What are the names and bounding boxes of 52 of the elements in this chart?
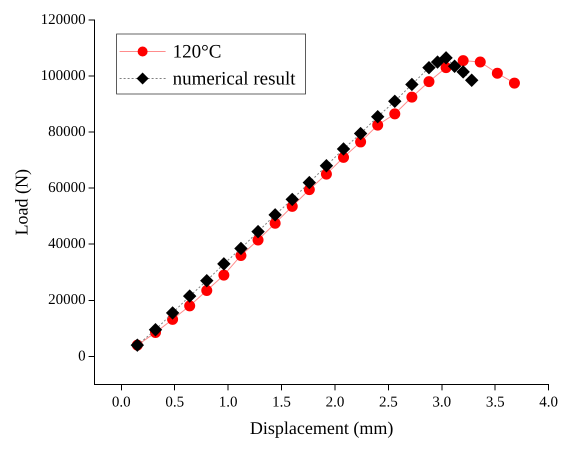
x-axis-title: Displacement (mm): [250, 418, 394, 438]
point: [508, 78, 520, 89]
point: [456, 65, 470, 78]
point: [440, 51, 453, 64]
point: [320, 159, 333, 172]
point: [405, 78, 418, 91]
point: [354, 127, 368, 140]
x-tick-label: 3.5: [486, 394, 505, 410]
point: [371, 110, 384, 124]
point: [423, 76, 434, 88]
x-tick-label: 0.5: [165, 394, 184, 410]
x-tick-label: 1.5: [272, 394, 291, 410]
point: [286, 192, 299, 206]
point: [337, 142, 350, 156]
point: [200, 274, 214, 288]
point: [268, 208, 282, 222]
point: [302, 176, 316, 190]
point: [474, 56, 486, 68]
point: [422, 61, 436, 74]
point: [218, 270, 230, 281]
legend-label: numerical result: [172, 68, 296, 90]
point: [388, 94, 402, 108]
point: [252, 225, 265, 238]
point: [448, 60, 462, 73]
x-tick-label: 1.0: [218, 394, 238, 410]
y-tick-label: 0: [78, 348, 86, 364]
point: [465, 74, 478, 87]
point: [406, 92, 418, 103]
point: [166, 306, 180, 320]
point: [184, 300, 196, 312]
y-axis-title: Load (N): [12, 168, 32, 236]
point: [492, 68, 503, 79]
y-tick-label: 120000: [40, 12, 86, 28]
point: [217, 257, 230, 270]
point: [148, 323, 162, 336]
point: [458, 55, 469, 66]
y-tick-label: 40000: [48, 236, 86, 252]
point: [431, 56, 444, 69]
x-tick-label: 0.0: [112, 394, 131, 410]
x-tick-label: 2.5: [379, 394, 398, 410]
y-tick-label: 100000: [40, 68, 86, 84]
y-tick-label: 20000: [48, 292, 86, 308]
point: [234, 242, 248, 255]
point: [201, 284, 212, 296]
y-tick-label: 60000: [48, 180, 86, 196]
point: [389, 108, 400, 120]
x-tick-label: 4.0: [539, 394, 558, 410]
y-tick-label: 80000: [48, 124, 86, 140]
point: [183, 290, 196, 303]
x-tick-label: 2.0: [326, 394, 344, 410]
x-tick-label: 3.0: [432, 394, 452, 410]
legend-label: 120°C: [172, 41, 222, 62]
